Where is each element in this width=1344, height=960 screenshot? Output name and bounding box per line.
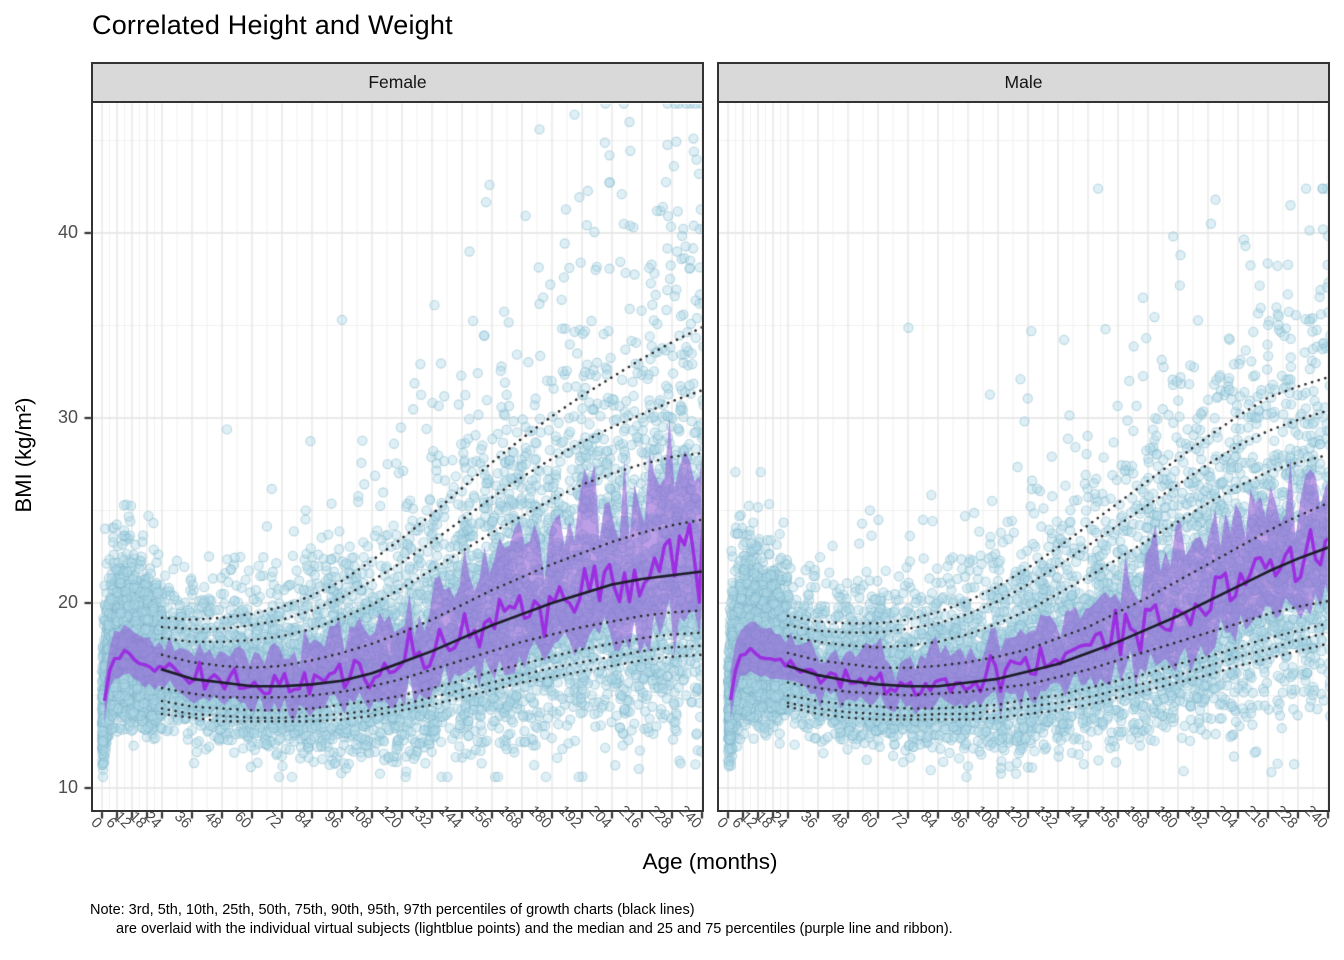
facet-strip-female-label: Female <box>368 72 427 92</box>
y-tick-label: 20 <box>57 592 78 612</box>
footnote-line2: are overlaid with the individual virtual… <box>116 921 953 937</box>
y-tick-label: 10 <box>57 777 78 797</box>
footnote-line1: Note: 3rd, 5th, 10th, 25th, 50th, 75th, … <box>90 902 695 918</box>
facet-strip-male-label: Male <box>1004 72 1043 92</box>
y-tick-label: 30 <box>57 407 78 427</box>
chart-title: Correlated Height and Weight <box>92 10 453 40</box>
facet-strip-male: Male <box>717 62 1330 103</box>
y-tick-label: 40 <box>57 222 78 242</box>
facet-strip-female: Female <box>91 62 704 103</box>
x-axis-title: Age (months) <box>642 849 778 874</box>
footnote: Note: 3rd, 5th, 10th, 25th, 50th, 75th, … <box>90 901 953 939</box>
y-axis-title: BMI (kg/m²) <box>11 397 36 513</box>
